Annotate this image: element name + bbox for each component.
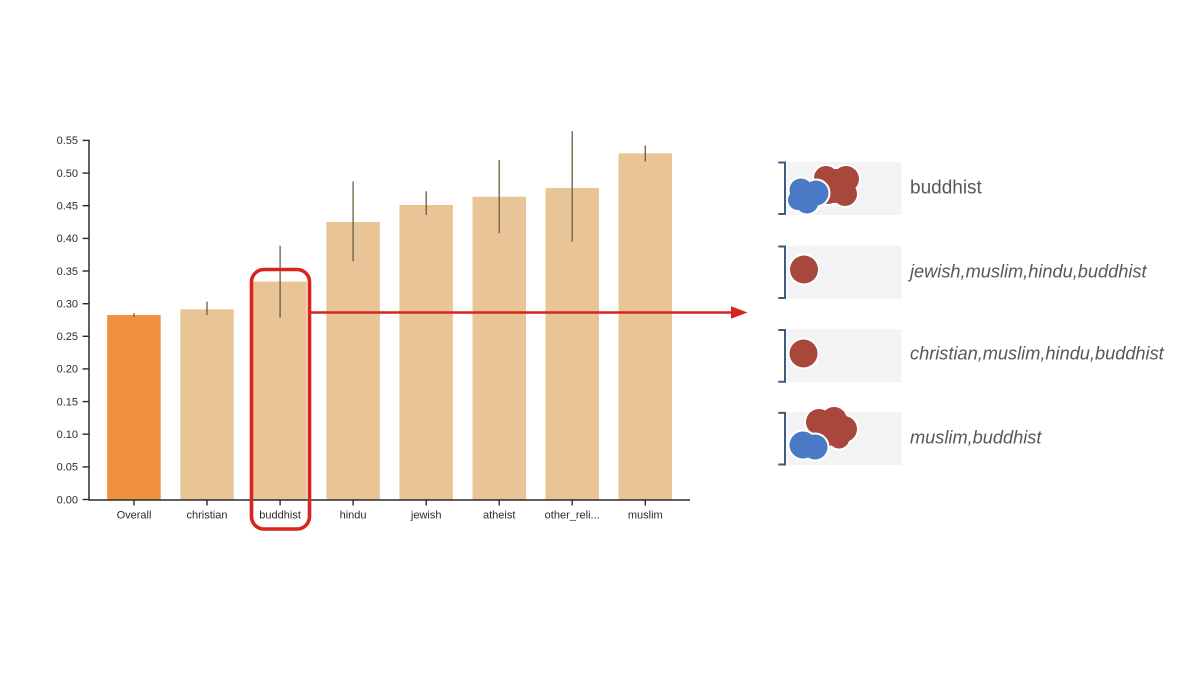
svg-text:0.00: 0.00 <box>57 494 78 506</box>
svg-text:muslim: muslim <box>628 510 663 522</box>
svg-text:0.05: 0.05 <box>57 462 78 474</box>
svg-text:0.25: 0.25 <box>57 331 78 343</box>
svg-text:0.50: 0.50 <box>57 168 78 180</box>
svg-text:muslim,buddhist: muslim,buddhist <box>910 428 1042 448</box>
svg-text:0.40: 0.40 <box>57 233 78 245</box>
svg-text:0.15: 0.15 <box>57 396 78 408</box>
svg-text:jewish: jewish <box>410 510 442 522</box>
svg-text:buddhist: buddhist <box>910 178 983 199</box>
svg-text:atheist: atheist <box>483 510 515 522</box>
svg-text:0.35: 0.35 <box>57 266 78 278</box>
svg-text:other_reli...: other_reli... <box>545 510 600 522</box>
svg-text:0.20: 0.20 <box>57 364 78 376</box>
svg-text:christian: christian <box>187 510 228 522</box>
svg-text:Overall: Overall <box>117 510 152 522</box>
svg-text:jewish,muslim,hindu,buddhist: jewish,muslim,hindu,buddhist <box>907 261 1147 281</box>
svg-text:0.30: 0.30 <box>57 299 78 311</box>
svg-text:hindu: hindu <box>340 510 367 522</box>
svg-text:0.10: 0.10 <box>57 429 78 441</box>
svg-text:0.55: 0.55 <box>57 135 78 147</box>
svg-text:0.45: 0.45 <box>57 201 78 213</box>
svg-text:buddhist: buddhist <box>259 510 301 522</box>
svg-text:christian,muslim,hindu,buddhis: christian,muslim,hindu,buddhist <box>910 344 1165 364</box>
